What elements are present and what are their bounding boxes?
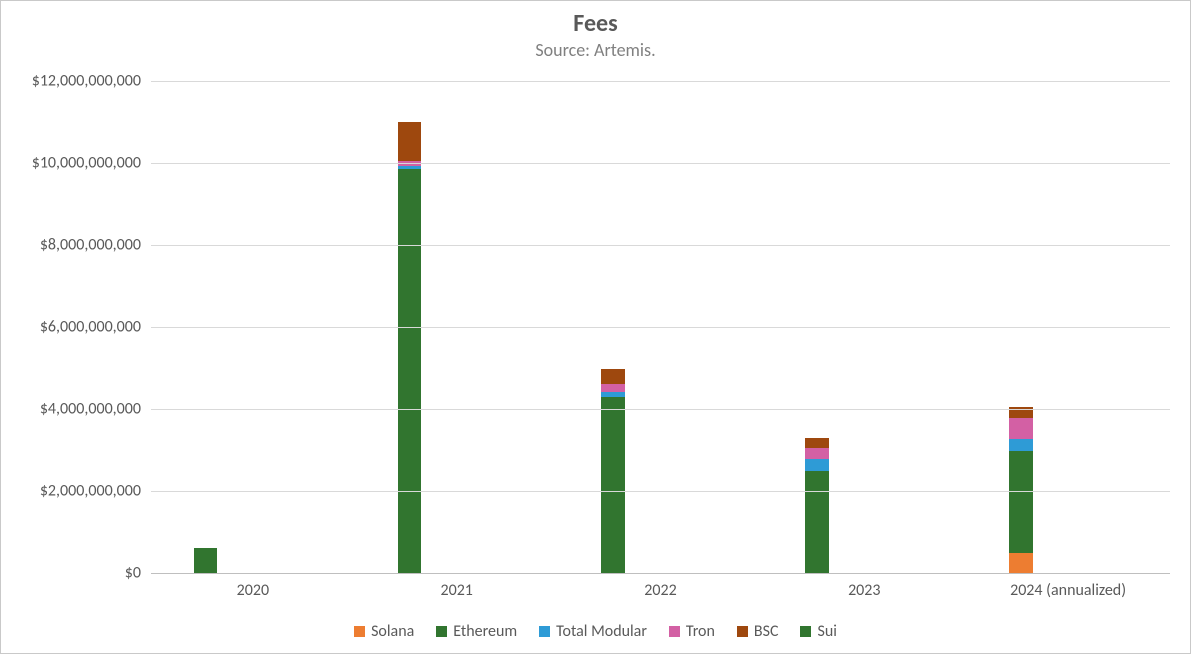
legend-swatch xyxy=(539,626,550,637)
legend-item-ethereum: Ethereum xyxy=(436,622,517,641)
legend-label: Ethereum xyxy=(453,622,517,641)
legend-swatch xyxy=(436,626,447,637)
chart-subtitle: Source: Artemis. xyxy=(1,39,1190,61)
bar-segment-tron xyxy=(1009,418,1033,439)
y-axis-label: $0 xyxy=(125,564,151,583)
legend-item-bsc: BSC xyxy=(737,622,779,641)
title-block: Fees Source: Artemis. xyxy=(1,1,1190,61)
bar-segment-total-modular xyxy=(805,459,829,471)
bar-segment-ethereum xyxy=(805,471,829,573)
gridline xyxy=(151,327,1170,328)
gridline xyxy=(151,81,1170,82)
chart-frame: Fees Source: Artemis. 202020212022202320… xyxy=(0,0,1191,654)
y-axis-label: $2,000,000,000 xyxy=(40,482,151,501)
legend-swatch xyxy=(354,626,365,637)
chart-title: Fees xyxy=(1,11,1190,37)
gridline xyxy=(151,573,1170,574)
bar-segment-ethereum xyxy=(194,548,218,573)
legend-item-tron: Tron xyxy=(669,622,715,641)
bar-segment-total-modular xyxy=(398,166,422,169)
gridline xyxy=(151,491,1170,492)
y-axis-label: $12,000,000,000 xyxy=(32,72,151,91)
y-axis-label: $6,000,000,000 xyxy=(40,318,151,337)
bar-segment-ethereum xyxy=(1009,451,1033,553)
bar-segment-bsc xyxy=(601,369,625,384)
bar-segment-ethereum xyxy=(398,169,422,573)
legend-swatch xyxy=(669,626,680,637)
x-axis-label: 2024 (annualized) xyxy=(1010,573,1126,600)
legend-label: BSC xyxy=(754,622,779,641)
legend-swatch xyxy=(737,626,748,637)
legend-label: Sui xyxy=(817,622,836,641)
bar-segment-solana xyxy=(1009,553,1033,574)
x-axis-label: 2020 xyxy=(237,573,269,600)
bar-segment-total-modular xyxy=(1009,439,1033,450)
legend-label: Total Modular xyxy=(556,622,647,641)
x-axis-label: 2022 xyxy=(644,573,676,600)
y-axis-label: $8,000,000,000 xyxy=(40,236,151,255)
legend-item-total-modular: Total Modular xyxy=(539,622,647,641)
y-axis-label: $10,000,000,000 xyxy=(32,154,151,173)
bar-segment-ethereum xyxy=(601,397,625,573)
bar-segment-bsc xyxy=(398,122,422,161)
legend-label: Tron xyxy=(686,622,715,641)
bar-segment-tron xyxy=(805,448,829,459)
gridline xyxy=(151,409,1170,410)
legend-item-sui: Sui xyxy=(800,622,836,641)
bar-segment-total-modular xyxy=(601,392,625,397)
bar-segment-bsc xyxy=(805,438,829,448)
x-axis-label: 2021 xyxy=(440,573,472,600)
bar-segment-tron xyxy=(601,384,625,391)
legend-item-solana: Solana xyxy=(354,622,414,641)
legend-label: Solana xyxy=(371,622,414,641)
gridline xyxy=(151,245,1170,246)
plot-area: 20202021202220232024 (annualized) $0$2,0… xyxy=(151,81,1170,573)
gridline xyxy=(151,163,1170,164)
x-axis-label: 2023 xyxy=(848,573,880,600)
legend-swatch xyxy=(800,626,811,637)
legend: Solana Ethereum Total Modular Tron BSC Sui xyxy=(1,622,1190,641)
y-axis-label: $4,000,000,000 xyxy=(40,400,151,419)
